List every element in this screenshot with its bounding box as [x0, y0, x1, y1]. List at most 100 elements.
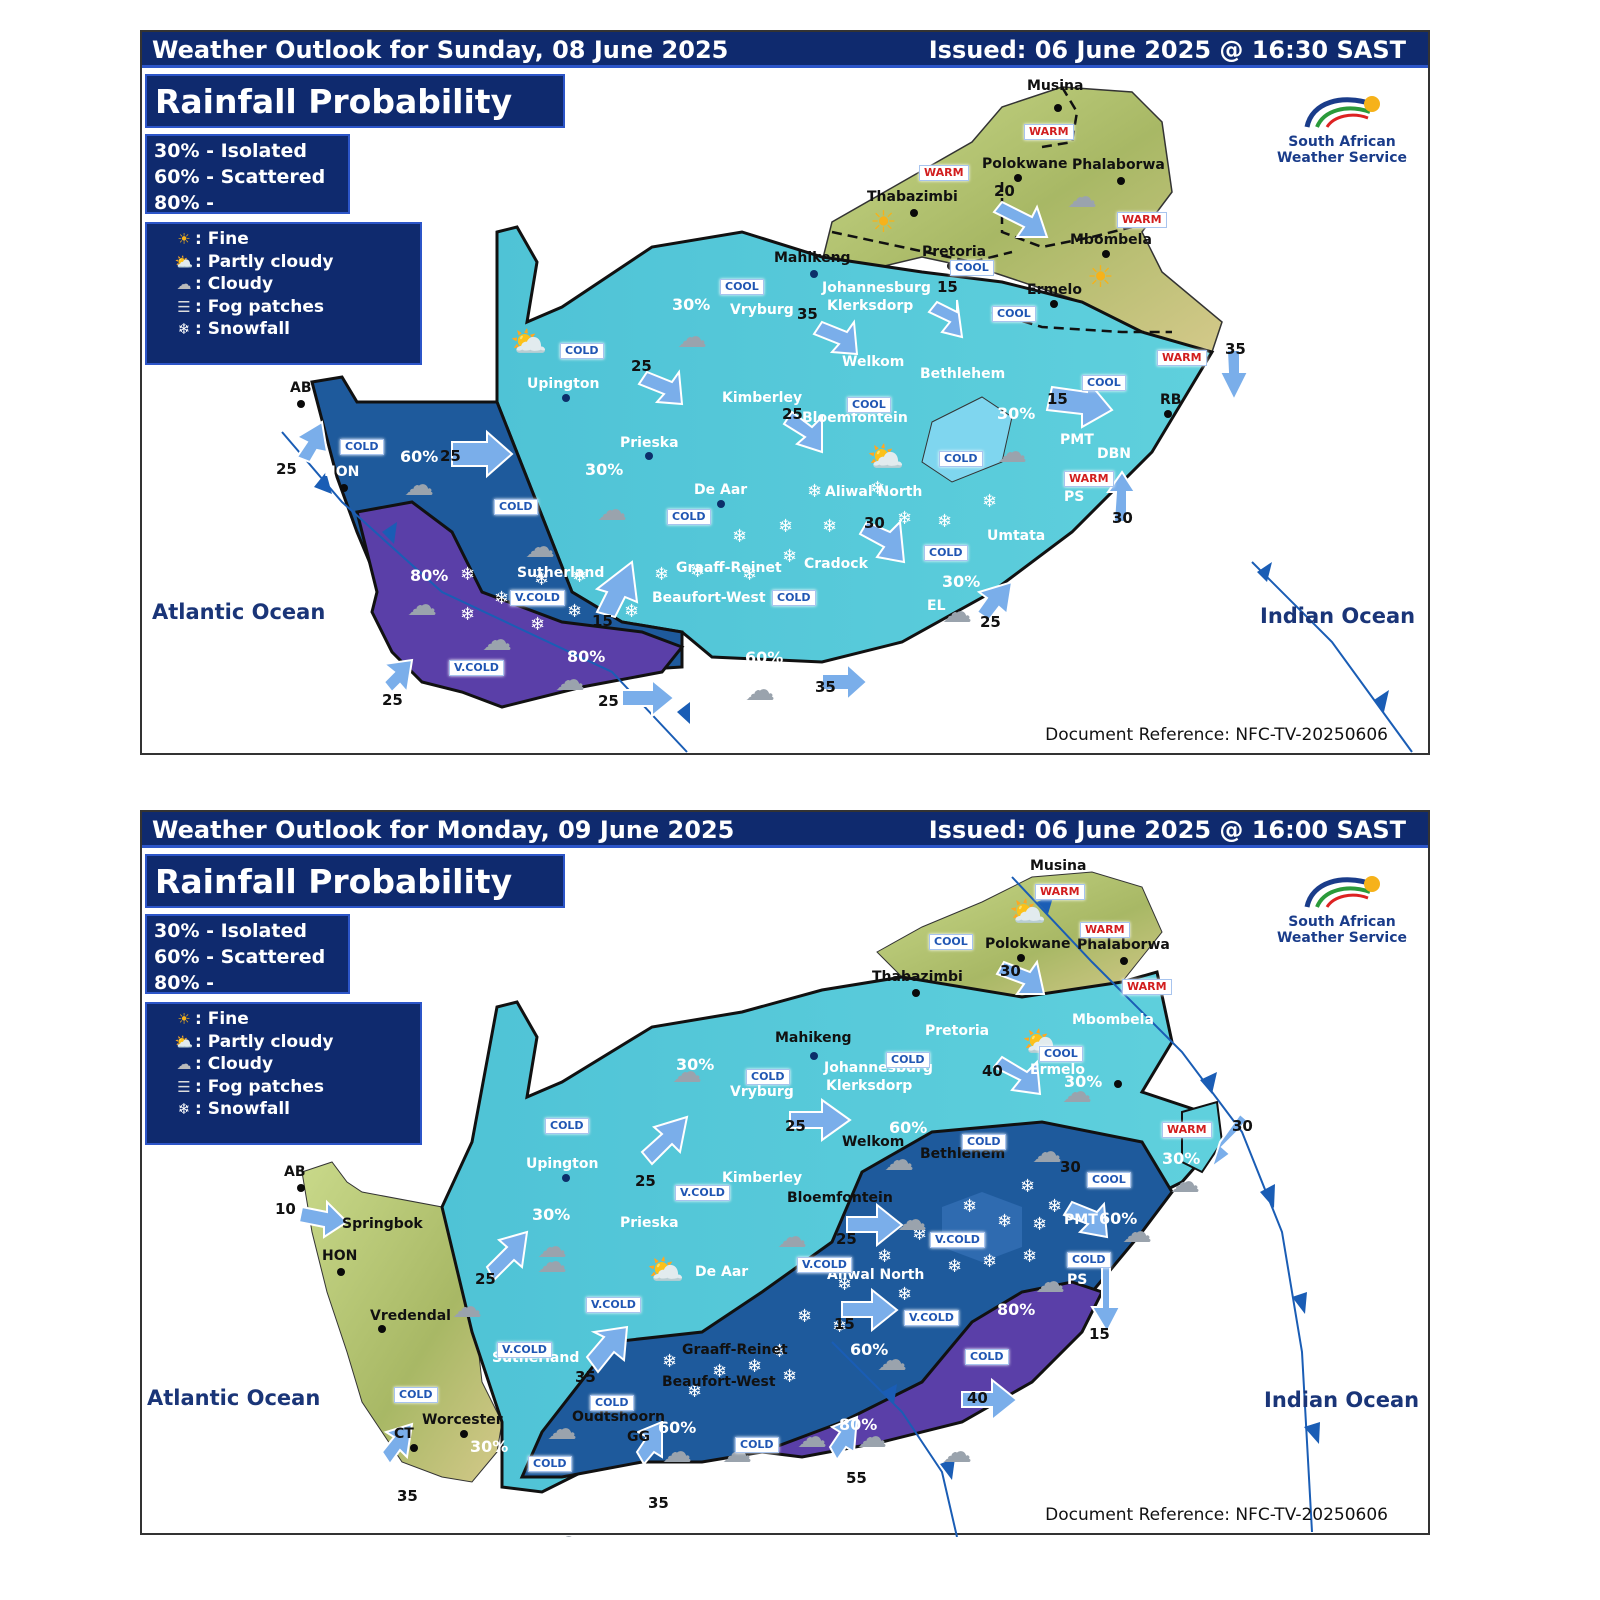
- city-label: Springbok: [342, 1216, 423, 1232]
- fog-icon: ☰: [177, 1077, 191, 1096]
- city-label: Kimberley: [722, 390, 803, 406]
- svg-text:❄: ❄: [732, 526, 747, 547]
- svg-text:❄: ❄: [897, 508, 912, 529]
- temperature-tag: WARM: [1157, 350, 1207, 366]
- city-label: HON: [324, 464, 360, 480]
- city-label: PS: [1067, 1272, 1088, 1288]
- city-label: Oudtshoorn: [572, 1409, 665, 1425]
- city-marker: [717, 500, 725, 508]
- cloud-icon: ☁: [176, 275, 192, 293]
- cold-front-south: [831, 1341, 958, 1537]
- svg-text:☁: ☁: [547, 1412, 577, 1447]
- cold-front-east: [1011, 876, 1313, 1533]
- city-marker: [912, 989, 920, 997]
- wind-value: 25: [598, 692, 619, 710]
- rain-probability: 30%: [585, 460, 624, 479]
- rain-probability: 30%: [470, 1437, 509, 1456]
- wind-value: 35: [648, 1494, 669, 1512]
- svg-text:❄: ❄: [494, 588, 509, 609]
- city-marker: [1164, 410, 1172, 418]
- wind-value: 40: [982, 1062, 1003, 1080]
- probability-item: 30% - Isolated: [154, 920, 307, 942]
- svg-text:⛅: ⛅: [510, 325, 547, 360]
- city-marker: [1117, 177, 1125, 185]
- probability-item: 60% - Scattered: [154, 166, 326, 188]
- svg-text:☁: ☁: [942, 1435, 972, 1470]
- city-label: Thabazimbi: [872, 969, 963, 985]
- wind-arrows: [294, 200, 1250, 719]
- wind-value: 15: [834, 1315, 855, 1333]
- svg-text:❄: ❄: [877, 1246, 892, 1267]
- svg-text:☁: ☁: [662, 1435, 692, 1470]
- rain-probability: 30%: [676, 1055, 715, 1074]
- city-label: Pretoria: [925, 1023, 990, 1039]
- city-label: PMT: [1060, 432, 1094, 448]
- svg-text:☀: ☀: [1087, 260, 1114, 295]
- fog-icon: ☰: [177, 297, 191, 316]
- ocean-label: Indian Ocean: [1260, 604, 1416, 628]
- partly-cloudy-icon: ⛅: [174, 252, 194, 271]
- city-label: Klerksdorp: [827, 298, 914, 314]
- svg-text:☁: ☁: [537, 1245, 567, 1280]
- svg-text:❄: ❄: [797, 1306, 812, 1327]
- svg-text:❄: ❄: [662, 1351, 677, 1372]
- svg-text:❄: ❄: [567, 601, 582, 622]
- temperature-tag: COLD: [746, 1069, 790, 1085]
- rain-probability: 60%: [658, 1418, 697, 1437]
- city-label: DBN: [1097, 446, 1132, 462]
- temperature-tag: V.COLD: [797, 1257, 852, 1273]
- svg-text:❄: ❄: [772, 1341, 787, 1362]
- svg-text:❄: ❄: [807, 481, 822, 502]
- wind-value: 35: [575, 1368, 596, 1386]
- ocean-label: Atlantic Ocean: [152, 600, 326, 624]
- svg-text:☁: ☁: [1035, 1265, 1065, 1300]
- wind-value: 25: [276, 460, 297, 478]
- wind-value: 25: [631, 357, 652, 375]
- svg-text:☁: ☁: [857, 1420, 887, 1455]
- legend-label: : Snowfall: [195, 1099, 290, 1119]
- snowflake-icons: ❄❄❄ ❄❄❄ ❄❄❄ ❄❄❄ ❄❄❄ ❄❄❄ ❄❄: [460, 478, 997, 635]
- city-label: Thabazimbi: [867, 189, 958, 205]
- temperature-tag: COOL: [992, 306, 1036, 322]
- svg-text:❄: ❄: [1022, 1246, 1037, 1267]
- city-marker: [460, 1430, 468, 1438]
- city-label: Cradock: [804, 556, 868, 572]
- city-label: Prieska: [620, 435, 679, 451]
- logo-text-line: Weather Service: [1276, 150, 1408, 166]
- svg-text:☁: ☁: [777, 1220, 807, 1255]
- wind-value: 30: [864, 514, 885, 532]
- temperature-tag: COLD: [886, 1052, 930, 1068]
- city-marker: [645, 452, 653, 460]
- legend-label: : Fog patches: [195, 1076, 325, 1097]
- outlook-panel-monday: ❄ ❄ ❄ ❄ ❄ ❄ ❄ ❄ ❄ ❄ ❄ ❄ ❄ ❄ ❄ ❄ ❄ ❄ ❄ ❄ ☁ ☁ ☁ ☁ ☁ ☁ ☁…: [140, 810, 1430, 1537]
- city-label: Phalaborwa: [1072, 157, 1165, 173]
- snowflake-icon: ❄: [177, 320, 191, 338]
- svg-text:☁: ☁: [1032, 1135, 1062, 1170]
- svg-text:❄: ❄: [870, 478, 885, 499]
- city-label: Welkom: [842, 1134, 905, 1150]
- rainfall-map: ❄❄❄ ❄❄❄ ❄❄❄ ❄❄❄ ❄❄❄ ❄❄❄ ❄❄ ☁ ☁ ☁ ☁ ☁ ☁ ☁…: [297, 871, 1320, 1537]
- city-label: Upington: [527, 376, 600, 392]
- wind-value: 15: [592, 612, 613, 630]
- rain-probability: 80%: [997, 1300, 1036, 1319]
- rainfall-map: ❄❄❄ ❄❄❄ ❄❄❄ ❄❄❄ ❄❄❄ ❄❄❄ ❄❄ ☁ ☁ ☁ ☁ ☁ ☁ ☁…: [281, 86, 1413, 753]
- svg-text:❄: ❄: [982, 491, 997, 512]
- rain-probability: 60%: [850, 1340, 889, 1359]
- temperature-tag: COLD: [667, 509, 711, 525]
- panel-header: Weather Outlook for Monday, 09 June 2025…: [142, 812, 1428, 848]
- svg-text:❄: ❄: [690, 561, 705, 582]
- city-label: Prieska: [620, 1215, 679, 1231]
- wind-value: 25: [440, 447, 461, 465]
- legend-label: : Snowfall: [195, 319, 290, 339]
- rain-probability: 30%: [672, 295, 711, 314]
- svg-text:⛅: ⛅: [1009, 895, 1046, 930]
- city-label: Vredendal: [370, 1308, 451, 1324]
- weather-symbol-legend: ☀: Fine ⛅: Partly cloudy ☁: Cloudy ☰: Fo…: [145, 1002, 422, 1145]
- wind-value: 25: [785, 1117, 806, 1135]
- temperature-tag: COOL: [1087, 1172, 1131, 1188]
- sun-icon: ☀: [177, 230, 191, 248]
- city-marker: [297, 400, 305, 408]
- svg-text:❄: ❄: [624, 601, 639, 622]
- svg-text:☁: ☁: [550, 1520, 580, 1537]
- temperature-tag: COLD: [962, 1134, 1006, 1150]
